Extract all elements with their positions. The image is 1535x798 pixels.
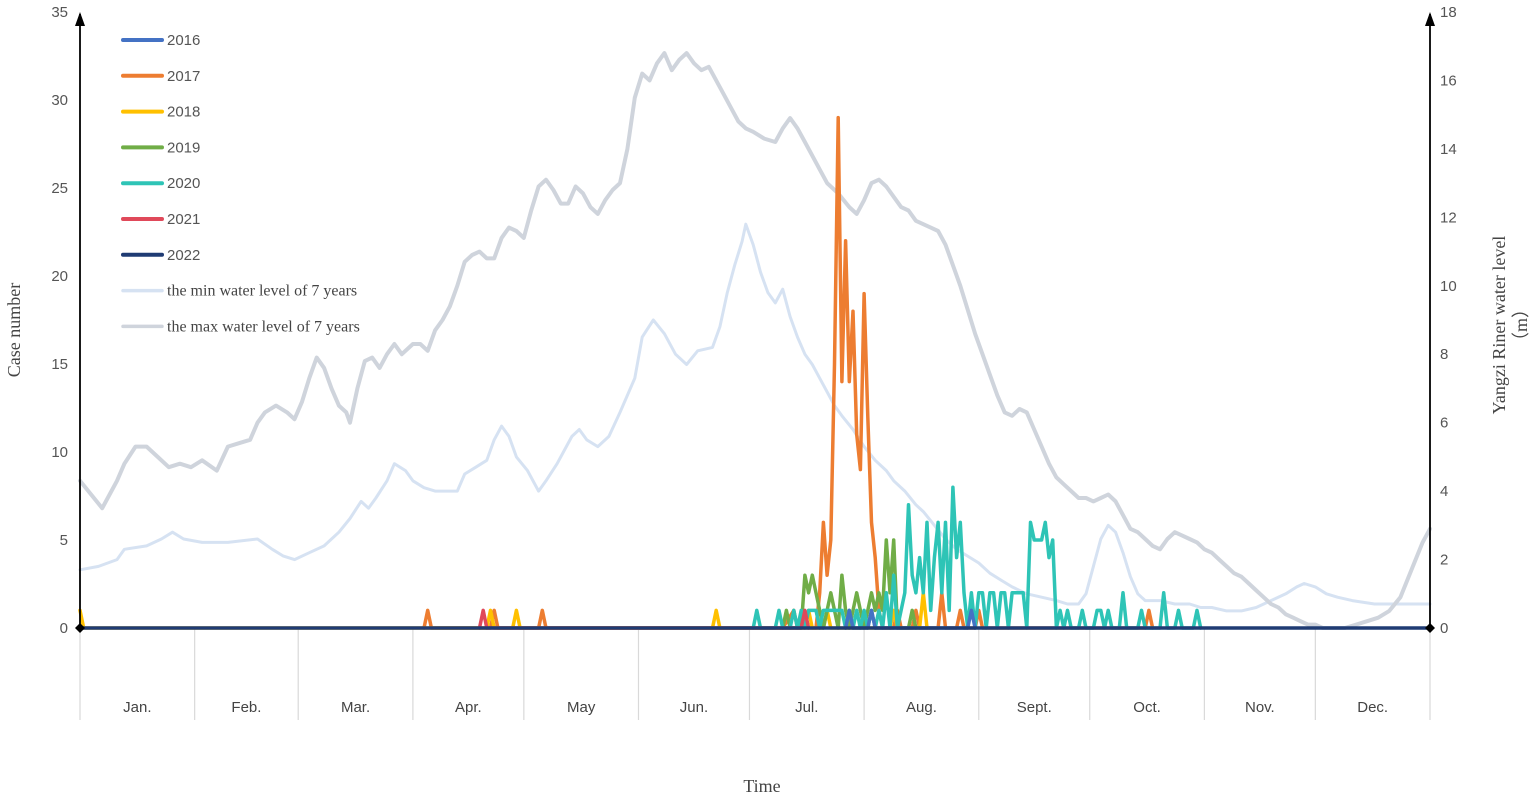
- legend-label: 2021: [167, 211, 200, 228]
- series-line-the-min-water-level-of-7-years: [78, 222, 1432, 613]
- legend-item: 2018: [121, 104, 200, 121]
- left-tick-label: 30: [51, 92, 68, 109]
- legend-label: 2017: [167, 68, 200, 85]
- x-axis-right-marker: [1425, 623, 1435, 633]
- y-axis-right-arrow: [1425, 12, 1435, 26]
- legend-label: 2018: [167, 104, 200, 121]
- series-line-2017: [422, 115, 1155, 630]
- y-axis-left-arrow: [75, 12, 85, 26]
- month-label: Nov.: [1245, 699, 1275, 716]
- left-tick-label: 25: [51, 180, 68, 197]
- left-tick-label: 35: [51, 4, 68, 21]
- month-label: May: [567, 699, 596, 716]
- legend-label: 2022: [167, 247, 200, 264]
- legend-item: 2020: [121, 175, 200, 192]
- series-line-2016: [843, 608, 977, 630]
- series-line-the-max-water-level-of-7-years: [78, 51, 1432, 630]
- left-tick-label: 20: [51, 268, 68, 285]
- legend-item: 2022: [121, 247, 200, 264]
- month-label: Mar.: [341, 699, 370, 716]
- month-label: Dec.: [1357, 699, 1388, 716]
- axes: [75, 12, 1435, 633]
- month-label: Aug.: [906, 699, 937, 716]
- legend-item: the max water level of 7 years: [121, 318, 360, 335]
- legend-label: 2019: [167, 139, 200, 156]
- right-tick-label: 8: [1440, 346, 1448, 363]
- legend-item: 2016: [121, 32, 200, 49]
- legend: 2016 2017 2018 2019 2020 2021 2022 the min wate…: [121, 32, 360, 335]
- month-label: Jul.: [795, 699, 818, 716]
- y-axis-right-title: Yangzi Riner water level: [1489, 236, 1509, 415]
- legend-item: 2021: [121, 211, 200, 228]
- series-layer: [78, 51, 1432, 630]
- left-axis-ticks: 0 5 10 15 20 25 30 35: [51, 4, 68, 637]
- x-axis-left-marker: [75, 623, 85, 633]
- legend-label: 2016: [167, 32, 200, 49]
- month-label: Oct.: [1133, 699, 1161, 716]
- legend-label: 2020: [167, 175, 200, 192]
- legend-item: the min water level of 7 years: [121, 283, 357, 300]
- month-label: Sept.: [1017, 699, 1052, 716]
- right-tick-label: 0: [1440, 620, 1448, 637]
- month-label: Apr.: [455, 699, 482, 716]
- month-label: Feb.: [231, 699, 261, 716]
- month-grid: [79, 628, 1431, 720]
- y-axis-left-title: Case number: [4, 283, 24, 377]
- left-tick-label: 15: [51, 356, 68, 373]
- right-tick-label: 10: [1440, 278, 1457, 295]
- left-tick-label: 0: [60, 620, 68, 637]
- right-tick-label: 4: [1440, 483, 1448, 500]
- left-tick-label: 5: [60, 532, 68, 549]
- legend-label: the max water level of 7 years: [167, 318, 360, 335]
- month-label: Jun.: [680, 699, 708, 716]
- month-label: Jan.: [123, 699, 151, 716]
- right-tick-label: 18: [1440, 4, 1457, 21]
- legend-item: 2017: [121, 68, 200, 85]
- left-tick-label: 10: [51, 444, 68, 461]
- right-tick-label: 12: [1440, 209, 1457, 226]
- legend-label: the min water level of 7 years: [167, 283, 357, 300]
- x-axis-title: Time: [743, 776, 780, 796]
- legend-item: 2019: [121, 139, 200, 156]
- right-tick-label: 14: [1440, 141, 1457, 158]
- right-tick-label: 16: [1440, 72, 1457, 89]
- right-tick-label: 6: [1440, 415, 1448, 432]
- month-labels: Jan. Feb. Mar. Apr. May Jun. Jul. Aug. Sept. Oct.…: [123, 699, 1388, 716]
- y-axis-right-unit: （m）: [1511, 300, 1531, 350]
- right-tick-label: 2: [1440, 552, 1448, 569]
- right-axis-ticks: 0 2 4 6 8 10 12 14 16 18: [1440, 4, 1457, 637]
